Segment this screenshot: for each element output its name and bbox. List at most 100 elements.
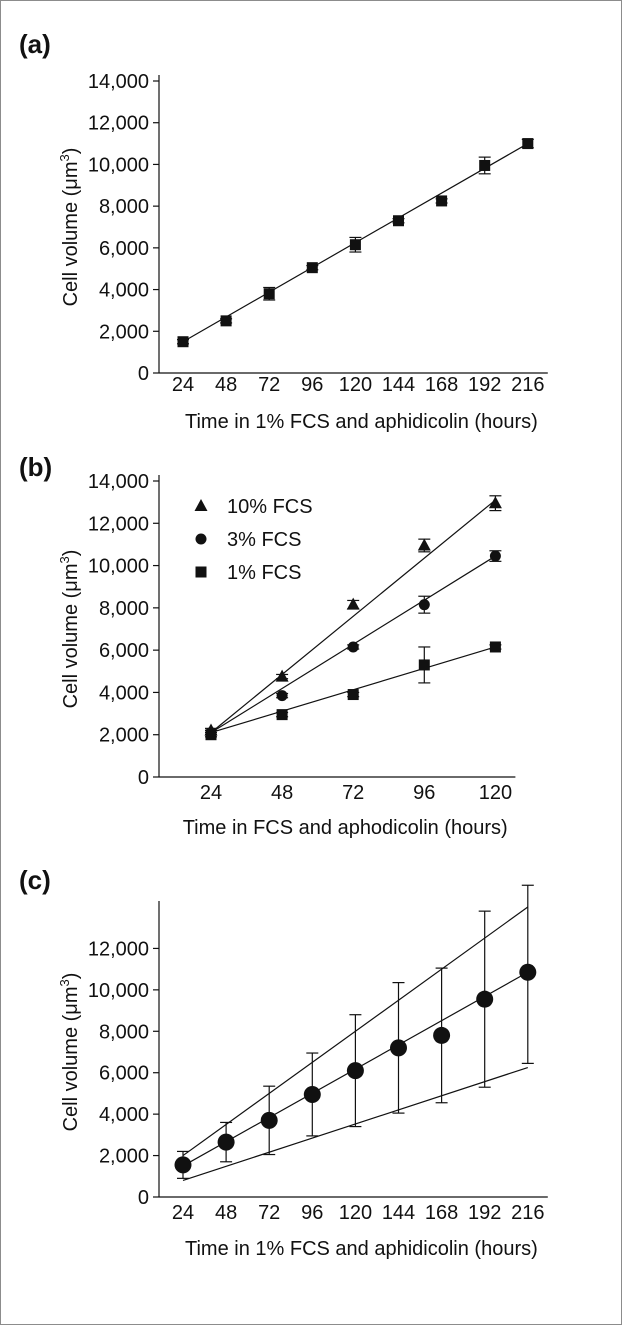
y-tick-label: 14,000 bbox=[88, 471, 149, 493]
data-point bbox=[476, 990, 494, 1008]
legend-marker bbox=[195, 566, 207, 578]
data-point bbox=[489, 641, 501, 653]
x-tick-label: 120 bbox=[339, 1202, 372, 1224]
x-tick-label: 72 bbox=[258, 1202, 280, 1224]
x-tick-label: 72 bbox=[342, 782, 364, 804]
data-point bbox=[276, 709, 288, 721]
data-point bbox=[479, 159, 491, 171]
y-tick-label: 0 bbox=[138, 1187, 149, 1209]
data-point bbox=[418, 659, 430, 671]
y-tick-label: 4,000 bbox=[99, 1104, 149, 1126]
data-point bbox=[217, 1133, 235, 1151]
y-tick-label: 4,000 bbox=[99, 280, 149, 302]
legend-label: 1% FCS bbox=[227, 562, 301, 584]
data-point bbox=[417, 538, 431, 551]
data-point bbox=[349, 239, 361, 251]
chart-panel-2: (b) 0 2,000 4,000 6,000 8,000 10,000 12,000 14,0… bbox=[19, 452, 516, 839]
y-tick-label: 2,000 bbox=[99, 321, 149, 343]
y-axis-title-sup: 3 bbox=[57, 979, 72, 986]
y-axis-title-close: ) bbox=[60, 148, 82, 155]
legend-label: 3% FCS bbox=[227, 529, 301, 551]
y-tick-label: 0 bbox=[138, 767, 149, 789]
x-tick-label: 96 bbox=[301, 1202, 323, 1224]
y-axis-title-close: ) bbox=[60, 973, 82, 980]
data-point bbox=[347, 689, 359, 701]
panel-label: (b) bbox=[19, 452, 52, 482]
y-axis-title: Cell volume (μm3) bbox=[57, 148, 82, 307]
x-tick-label: 24 bbox=[172, 1202, 194, 1224]
legend-marker bbox=[195, 533, 207, 545]
data-point bbox=[260, 1111, 278, 1129]
y-axis-title-text: Cell volume ( bbox=[60, 1014, 82, 1131]
y-axis-title-sup: 3 bbox=[57, 154, 72, 161]
x-tick-label: 48 bbox=[215, 374, 237, 396]
y-tick-label: 8,000 bbox=[99, 598, 149, 620]
data-point bbox=[390, 1039, 407, 1057]
y-axis-title-unit: μm bbox=[60, 564, 82, 592]
x-tick-label: 192 bbox=[468, 374, 501, 396]
x-axis-title: Time in 1% FCS and aphidicolin (hours) bbox=[185, 411, 538, 433]
data-point bbox=[177, 336, 189, 348]
x-tick-label: 24 bbox=[200, 782, 222, 804]
y-tick-label: 10,000 bbox=[88, 980, 149, 1002]
y-tick-label: 0 bbox=[138, 363, 149, 385]
x-tick-label: 120 bbox=[339, 374, 372, 396]
y-axis-title: Cell volume (μm3) bbox=[57, 550, 82, 709]
y-tick-label: 8,000 bbox=[99, 1021, 149, 1043]
x-tick-label: 168 bbox=[425, 1202, 458, 1224]
chart-panel-1: (a) 0 2,000 4,000 6,000 8,000 10,000 12,000 14,0… bbox=[19, 29, 548, 433]
y-tick-label: 10,000 bbox=[88, 154, 149, 176]
x-tick-label: 48 bbox=[271, 782, 293, 804]
x-tick-label: 168 bbox=[425, 374, 458, 396]
panel-label: (a) bbox=[19, 29, 51, 59]
y-tick-label: 10,000 bbox=[88, 556, 149, 578]
data-point bbox=[275, 669, 289, 682]
y-axis-title-text: Cell volume ( bbox=[60, 189, 82, 306]
y-tick-label: 6,000 bbox=[99, 640, 149, 662]
x-tick-label: 192 bbox=[468, 1202, 501, 1224]
x-tick-label: 216 bbox=[511, 1202, 544, 1224]
data-point bbox=[276, 690, 288, 702]
panel-label: (c) bbox=[19, 865, 51, 895]
x-tick-label: 216 bbox=[511, 374, 544, 396]
x-tick-label: 120 bbox=[479, 782, 512, 804]
data-point bbox=[436, 195, 448, 207]
y-tick-label: 6,000 bbox=[99, 238, 149, 260]
x-tick-label: 96 bbox=[301, 374, 323, 396]
data-point bbox=[393, 215, 404, 227]
data-point bbox=[418, 599, 430, 611]
data-point bbox=[220, 315, 232, 327]
y-axis-title-sup: 3 bbox=[57, 556, 72, 563]
y-axis-title-text: Cell volume ( bbox=[60, 591, 82, 708]
legend-marker bbox=[194, 499, 208, 511]
data-point bbox=[263, 288, 275, 300]
data-point bbox=[306, 262, 318, 274]
data-point bbox=[347, 641, 359, 653]
data-point bbox=[489, 550, 501, 562]
y-axis-title-unit: μm bbox=[60, 987, 82, 1015]
data-point bbox=[488, 496, 502, 509]
x-tick-label: 24 bbox=[172, 374, 194, 396]
x-tick-label: 144 bbox=[382, 1202, 415, 1224]
y-tick-label: 12,000 bbox=[88, 938, 149, 960]
x-axis-title: Time in FCS and aphodicolin (hours) bbox=[183, 817, 508, 839]
y-tick-label: 12,000 bbox=[88, 113, 149, 135]
y-tick-label: 14,000 bbox=[88, 71, 149, 93]
x-axis-title: Time in 1% FCS and aphidicolin (hours) bbox=[185, 1238, 538, 1260]
y-tick-label: 8,000 bbox=[99, 196, 149, 218]
y-tick-label: 4,000 bbox=[99, 682, 149, 704]
y-axis-title-unit: μm bbox=[60, 162, 82, 190]
data-point bbox=[519, 963, 537, 981]
data-point bbox=[346, 597, 360, 610]
x-tick-label: 96 bbox=[413, 782, 435, 804]
x-tick-label: 72 bbox=[258, 374, 280, 396]
data-point bbox=[346, 1062, 364, 1080]
data-point bbox=[303, 1085, 321, 1103]
y-tick-label: 6,000 bbox=[99, 1063, 149, 1085]
legend-label: 10% FCS bbox=[227, 496, 313, 518]
data-point bbox=[174, 1156, 192, 1174]
data-point bbox=[433, 1026, 451, 1044]
y-tick-label: 2,000 bbox=[99, 1146, 149, 1168]
